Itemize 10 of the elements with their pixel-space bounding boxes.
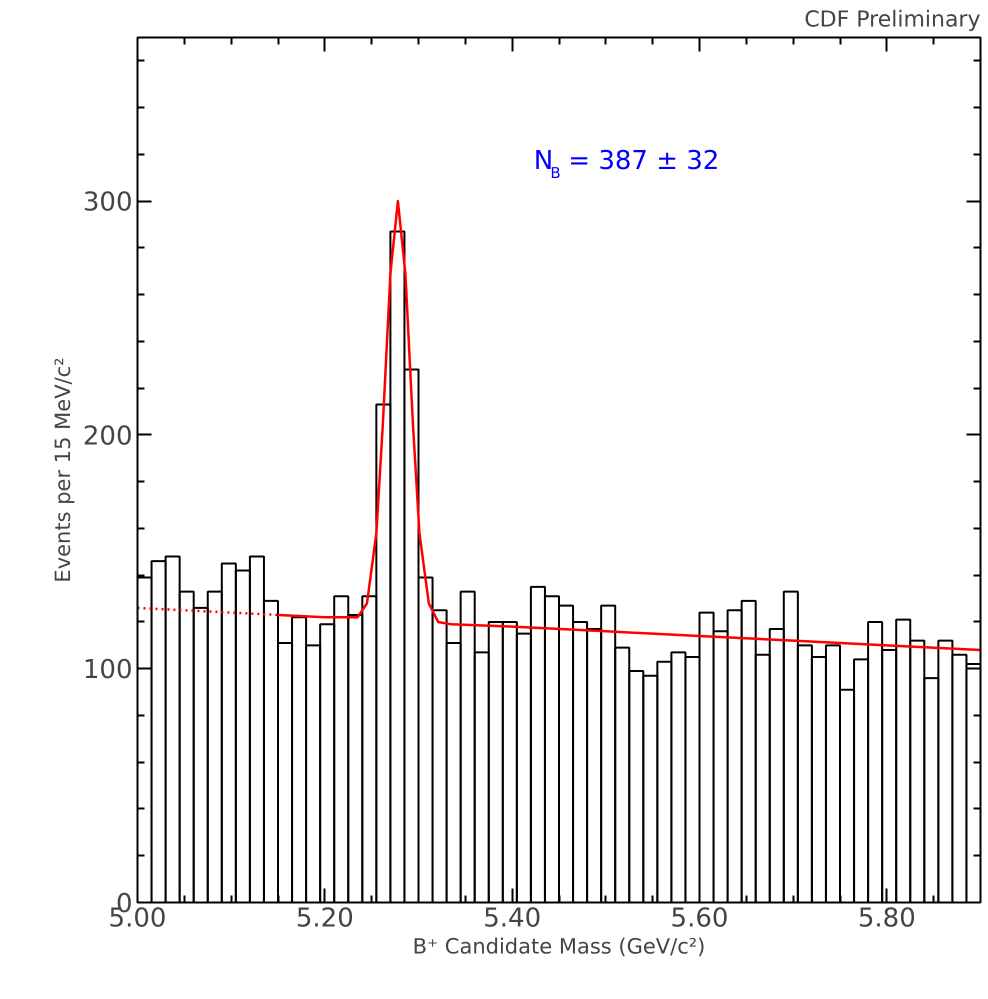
x-tick-label: 5.60 bbox=[670, 904, 728, 934]
x-tick-label: 5.80 bbox=[858, 904, 916, 934]
y-tick-label: 100 bbox=[82, 655, 133, 686]
x-tick-label: 5.20 bbox=[296, 904, 354, 934]
y-axis-title: Events per 15 MeV/c² bbox=[50, 357, 75, 583]
y-tick-label: 300 bbox=[82, 188, 133, 218]
x-tick-label: 5.40 bbox=[483, 904, 542, 934]
y-tick-label: 200 bbox=[82, 421, 133, 452]
chart-title: CDF Preliminary bbox=[804, 8, 981, 32]
x-axis-title: B⁺ Candidate Mass (GeV/c²) bbox=[412, 934, 706, 958]
